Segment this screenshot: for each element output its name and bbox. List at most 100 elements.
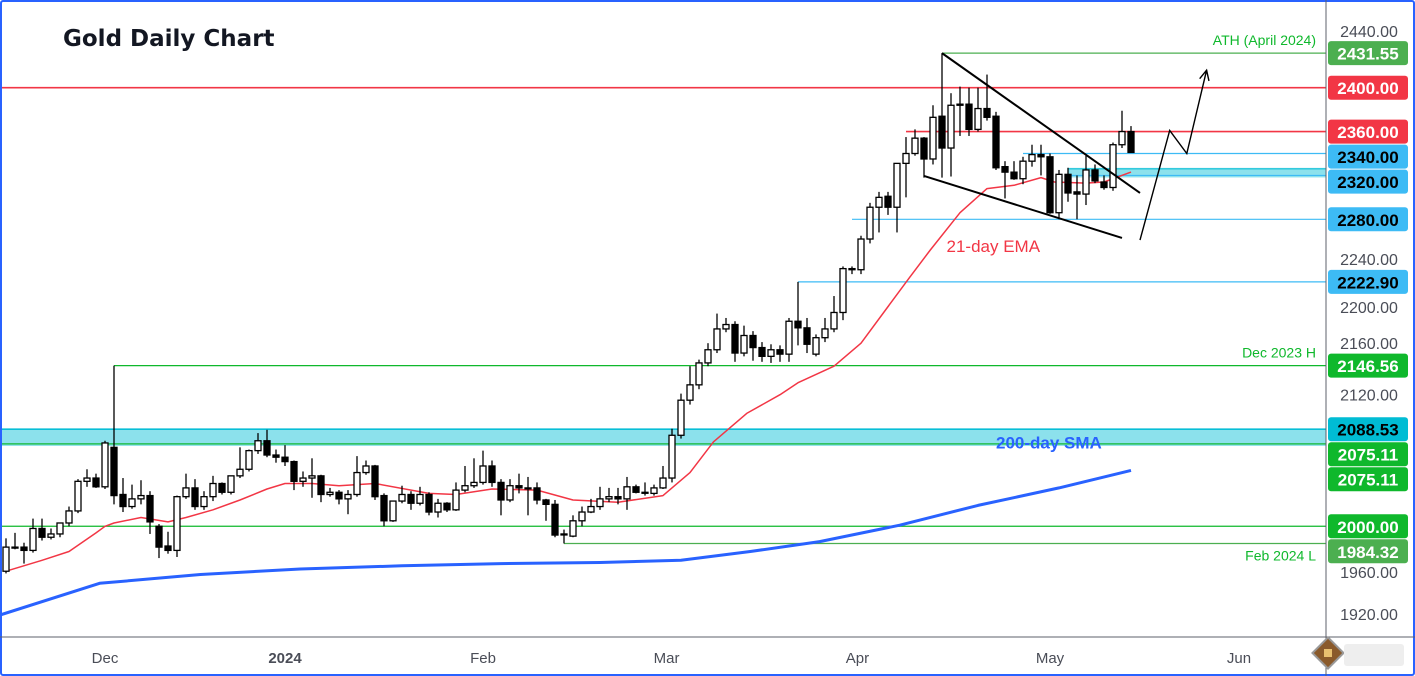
candle	[1109, 142, 1117, 191]
candle	[794, 281, 802, 346]
candle-body-up	[821, 328, 829, 339]
candle	[299, 471, 307, 487]
price-label-2146.56: 2146.56	[1328, 353, 1408, 378]
candle	[29, 518, 37, 553]
candle-body-down	[335, 491, 343, 500]
candle-body-up	[236, 468, 244, 477]
candle-body-up	[83, 477, 91, 482]
candle	[65, 506, 73, 527]
candle	[119, 478, 127, 513]
candle-body-up	[173, 496, 181, 552]
price-label-text: 2222.90	[1337, 273, 1398, 292]
price-label-2222.90: 2222.90	[1328, 269, 1408, 294]
candle	[11, 532, 19, 550]
candle-body-up	[875, 196, 883, 208]
candle-body-down	[146, 494, 154, 523]
candle	[461, 465, 469, 493]
candle-body-up	[1082, 169, 1090, 195]
candle	[272, 449, 280, 463]
price-tick-label: 1920.00	[1340, 607, 1398, 624]
candle-body-up	[353, 471, 361, 496]
time-tick-label: May	[1036, 650, 1065, 667]
price-label-text: 2075.11	[1338, 446, 1399, 465]
time-tick-label: Apr	[846, 650, 869, 667]
candle-body-down	[1010, 171, 1018, 180]
price-tick-label: 2160.00	[1340, 336, 1398, 353]
candle	[1064, 167, 1072, 202]
price-label-text: 2320.00	[1337, 173, 1398, 192]
time-tick-label: 2024	[268, 650, 302, 667]
time-tick-label: Mar	[654, 650, 680, 667]
candle	[308, 458, 316, 498]
candle	[884, 191, 892, 215]
candle	[137, 480, 145, 505]
price-label-2088.53: 2088.53	[1328, 417, 1408, 442]
candle	[200, 491, 208, 510]
wedge-trendline	[941, 52, 1141, 194]
candle	[812, 334, 820, 357]
candle	[650, 484, 658, 496]
candle	[47, 528, 55, 540]
candle	[1091, 164, 1099, 184]
candle	[848, 266, 856, 275]
logo-text-box	[1344, 644, 1404, 666]
candle-body-up	[704, 349, 712, 364]
candle	[218, 482, 226, 495]
candle	[362, 460, 370, 475]
candle	[893, 162, 901, 233]
candle-body-down	[155, 525, 163, 548]
candle-body-up	[461, 485, 469, 491]
candle-body-up	[2, 546, 10, 572]
price-label-box	[1328, 169, 1408, 194]
candle	[911, 129, 919, 156]
candle-body-down	[938, 115, 946, 149]
support-zone	[1068, 167, 1326, 178]
candle-body-up	[326, 491, 334, 496]
candle	[1073, 175, 1081, 220]
candle	[56, 522, 64, 538]
candle-body-up	[29, 527, 37, 552]
candle-body-down	[848, 267, 856, 271]
price-label-1984.32: 1984.32	[1328, 539, 1408, 564]
candle	[686, 366, 694, 405]
candle-body-up	[137, 494, 145, 500]
candle-body-up	[209, 482, 217, 498]
candle-body-down	[92, 477, 100, 488]
candle-body-down	[515, 485, 523, 489]
candle	[740, 325, 748, 357]
candle	[1082, 155, 1090, 206]
candle	[128, 484, 136, 509]
candle	[452, 482, 460, 511]
candle-body-up	[344, 493, 352, 500]
candle-body-up	[479, 465, 487, 484]
candle	[641, 482, 649, 496]
price-label-box	[1328, 119, 1408, 144]
candle-body-up	[956, 103, 964, 106]
candle	[560, 529, 568, 544]
candle-body-up	[362, 465, 370, 474]
time-tick-label: Feb	[470, 650, 496, 667]
candle	[785, 317, 793, 362]
candle-body-up	[56, 522, 64, 535]
candle	[929, 105, 937, 165]
sma-200-line	[2, 468, 1132, 616]
candle-body-up	[677, 399, 685, 436]
candle	[335, 490, 343, 505]
candle-body-down	[488, 465, 496, 484]
candle-body-up	[839, 267, 847, 314]
price-label-text: 2431.55	[1337, 45, 1398, 64]
candle-body-down	[443, 502, 451, 511]
candle	[776, 345, 784, 362]
candle-body-down	[1046, 156, 1054, 214]
candle	[317, 474, 325, 503]
candle	[1010, 161, 1018, 180]
price-label-2075.11: 2075.11	[1328, 442, 1408, 467]
candle-body-up	[398, 493, 406, 502]
candle-body-down	[290, 460, 298, 482]
candle-body-up	[560, 533, 568, 536]
price-label-box	[1328, 207, 1408, 232]
candle	[731, 321, 739, 362]
level-note: ATH (April 2024)	[1213, 32, 1316, 48]
candle	[227, 475, 235, 495]
